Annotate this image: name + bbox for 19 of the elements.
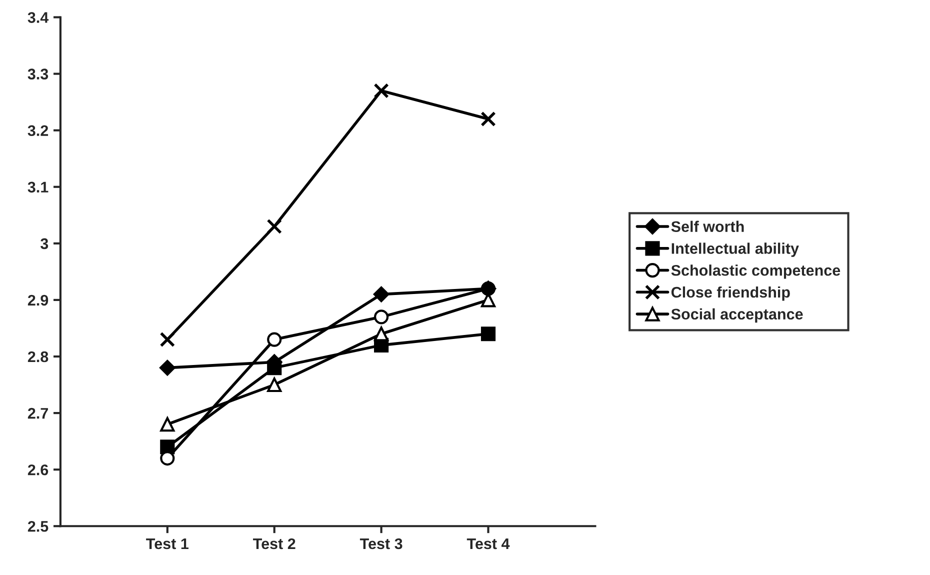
legend-label: Close friendship [671, 286, 790, 301]
y-tick-label: 2.6 [28, 464, 48, 476]
x-tick-label: Test 4 [466, 538, 510, 550]
y-tick-label: 2.9 [28, 294, 48, 306]
x-tick-label: Test 1 [146, 538, 188, 550]
y-tick-label: 3.3 [28, 68, 48, 80]
legend-label: Scholastic competence [671, 264, 840, 279]
legend-label: Self worth [671, 220, 744, 232]
x-tick-label: Test 3 [360, 538, 402, 550]
y-tick-label: 2.7 [28, 408, 48, 419]
y-tick-label: 3.1 [28, 182, 48, 193]
y-tick-label: 3.2 [28, 125, 48, 136]
y-tick-label: 3.4 [28, 12, 49, 23]
x-tick-label: Test 2 [253, 538, 296, 550]
legend-label: Social acceptance [671, 308, 803, 323]
legend-label: Intellectual ability [672, 242, 799, 257]
y-tick-label: 2.8 [28, 351, 48, 362]
y-tick-label: 2.5 [28, 520, 48, 532]
y-tick-label: 3 [40, 238, 48, 250]
